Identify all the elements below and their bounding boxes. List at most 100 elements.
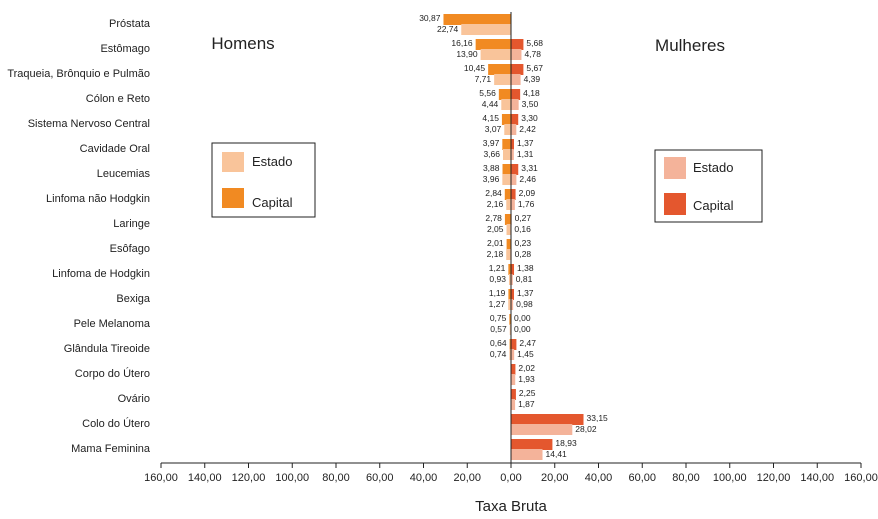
bar-men-estado bbox=[509, 324, 511, 335]
bar-women-capital bbox=[511, 364, 516, 375]
value-label-women-estado: 0,98 bbox=[516, 299, 533, 309]
value-label-women-estado: 14,41 bbox=[546, 449, 568, 459]
bar-men-estado bbox=[508, 299, 511, 310]
category-label: Mama Feminina bbox=[71, 443, 151, 455]
category-label: Linfoma não Hodgkin bbox=[46, 193, 150, 205]
bar-men-capital bbox=[502, 139, 511, 150]
bar-men-capital bbox=[488, 64, 511, 75]
bar-men-estado bbox=[494, 74, 511, 85]
bar-women-capital bbox=[511, 114, 519, 125]
bar-men-estado bbox=[504, 124, 511, 135]
value-label-men-capital: 5,56 bbox=[479, 88, 496, 98]
value-label-men-estado: 3,66 bbox=[483, 149, 500, 159]
value-label-women-estado: 1,76 bbox=[518, 199, 535, 209]
value-label-women-capital: 2,47 bbox=[519, 338, 536, 348]
bar-men-capital bbox=[508, 289, 511, 300]
value-label-men-capital: 1,21 bbox=[489, 263, 506, 273]
legend-women: Estado Capital bbox=[654, 149, 763, 223]
bar-women-capital bbox=[511, 439, 553, 450]
value-label-men-capital: 10,45 bbox=[464, 63, 486, 73]
bar-men-capital bbox=[508, 264, 511, 275]
bar-men-capital bbox=[501, 114, 511, 125]
bars bbox=[443, 14, 584, 460]
bar-women-estado bbox=[511, 349, 515, 360]
value-label-women-estado: 1,31 bbox=[517, 149, 534, 159]
bar-women-estado bbox=[511, 199, 515, 210]
value-label-women-capital: 2,25 bbox=[519, 388, 536, 398]
value-label-women-estado: 28,02 bbox=[575, 424, 597, 434]
value-label-men-capital: 0,75 bbox=[490, 313, 507, 323]
bar-women-capital bbox=[511, 414, 584, 425]
value-label-men-estado: 7,71 bbox=[475, 74, 492, 84]
bar-men-estado bbox=[502, 174, 511, 185]
legend-label-women-estado: Estado bbox=[693, 160, 733, 175]
value-label-men-capital: 2,01 bbox=[487, 238, 504, 248]
bar-men-estado bbox=[508, 274, 511, 285]
bar-men-estado bbox=[506, 224, 511, 235]
value-label-women-capital: 3,31 bbox=[521, 163, 538, 173]
bar-women-capital bbox=[511, 64, 524, 75]
value-label-women-estado: 4,39 bbox=[524, 74, 541, 84]
bar-women-capital bbox=[511, 264, 515, 275]
value-label-women-estado: 1,87 bbox=[518, 399, 535, 409]
category-label: Próstata bbox=[109, 18, 151, 30]
x-tick-label: 100,00 bbox=[713, 472, 747, 484]
category-label: Corpo do Útero bbox=[75, 367, 150, 380]
bar-women-estado bbox=[511, 74, 521, 85]
x-tick-label: 80,00 bbox=[672, 472, 700, 484]
value-label-women-capital: 1,37 bbox=[517, 288, 534, 298]
category-label: Esôfago bbox=[110, 243, 150, 255]
bar-women-estado bbox=[511, 174, 517, 185]
x-tick-label: 20,00 bbox=[453, 472, 481, 484]
value-label-men-estado: 3,07 bbox=[485, 124, 502, 134]
bar-women-capital bbox=[511, 164, 519, 175]
bar-men-capital bbox=[475, 39, 511, 50]
value-label-women-estado: 2,46 bbox=[519, 174, 536, 184]
x-axis-title: Taxa Bruta bbox=[475, 498, 547, 515]
value-label-women-capital: 2,02 bbox=[518, 363, 535, 373]
legend-label-men-estado: Estado bbox=[252, 154, 292, 169]
value-label-women-capital: 0,23 bbox=[515, 238, 532, 248]
bar-women-capital bbox=[511, 389, 516, 400]
bar-women-capital bbox=[511, 39, 524, 50]
bar-men-estado bbox=[506, 249, 511, 260]
x-tick-label: 80,00 bbox=[322, 472, 350, 484]
bar-women-estado bbox=[511, 274, 513, 285]
legend-swatch-men-capital bbox=[222, 188, 244, 208]
x-tick-label: 120,00 bbox=[232, 472, 266, 484]
bar-women-estado bbox=[511, 49, 522, 60]
bar-women-capital bbox=[511, 189, 516, 200]
bar-men-estado bbox=[461, 24, 511, 35]
value-label-women-capital: 2,09 bbox=[519, 188, 536, 198]
value-label-women-estado: 0,00 bbox=[514, 324, 531, 334]
category-label: Colo do Útero bbox=[82, 417, 150, 430]
bar-women-capital bbox=[511, 89, 521, 100]
x-tick-label: 160,00 bbox=[144, 472, 178, 484]
legend-label-men-capital: Capital bbox=[252, 195, 293, 210]
value-label-women-estado: 4,78 bbox=[524, 49, 541, 59]
bar-women-estado bbox=[511, 149, 514, 160]
value-label-men-estado: 2,16 bbox=[487, 199, 504, 209]
value-label-men-capital: 4,15 bbox=[482, 113, 499, 123]
value-label-women-estado: 0,81 bbox=[516, 274, 533, 284]
x-tick-label: 20,00 bbox=[541, 472, 569, 484]
bar-men-estado bbox=[509, 349, 511, 360]
value-label-women-capital: 0,27 bbox=[515, 213, 532, 223]
value-label-men-capital: 1,19 bbox=[489, 288, 506, 298]
category-label: Estômago bbox=[100, 43, 150, 55]
value-label-women-estado: 2,42 bbox=[519, 124, 536, 134]
x-tick-label: 140,00 bbox=[188, 472, 222, 484]
category-labels: Próstata Estômago Traqueia, Brônquio e Pul… bbox=[7, 18, 151, 455]
x-tick-label: 0,00 bbox=[500, 472, 521, 484]
panel-label-women: Mulheres bbox=[655, 36, 725, 55]
category-label: Sistema Nervoso Central bbox=[28, 118, 150, 130]
value-label-men-capital: 3,97 bbox=[483, 138, 500, 148]
value-label-men-estado: 1,27 bbox=[489, 299, 506, 309]
value-label-men-estado: 13,90 bbox=[456, 49, 478, 59]
legend-men: Estado Capital bbox=[211, 142, 316, 218]
value-label-men-capital: 2,78 bbox=[485, 213, 502, 223]
category-label: Cavidade Oral bbox=[80, 143, 150, 155]
bar-men-capital bbox=[502, 164, 511, 175]
bar-men-capital bbox=[443, 14, 511, 25]
